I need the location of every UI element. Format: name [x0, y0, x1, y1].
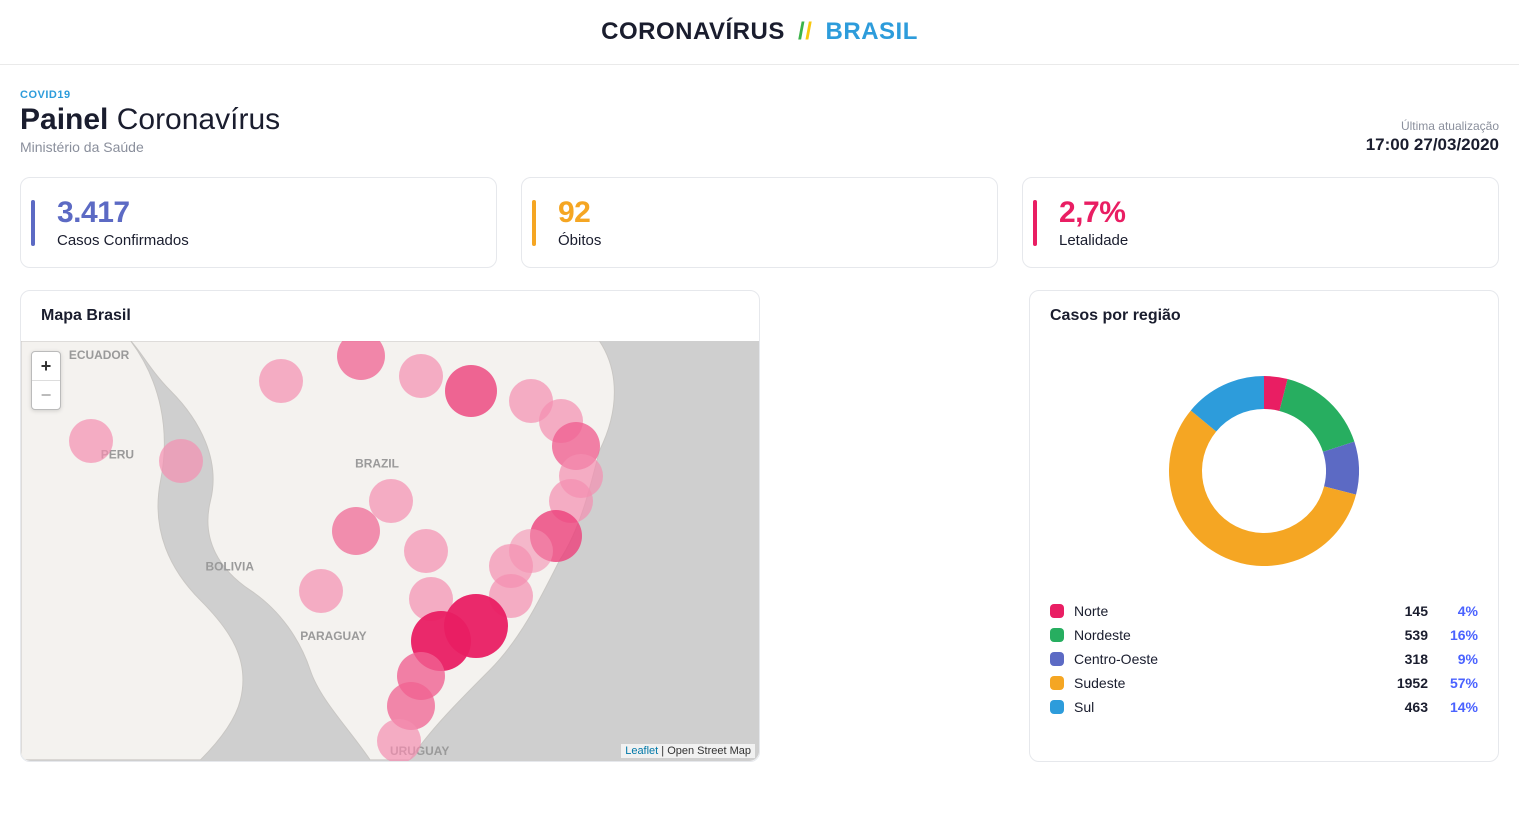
attribution-link[interactable]: Leaflet [625, 745, 658, 757]
map-marker[interactable] [445, 365, 497, 417]
legend-swatch [1050, 652, 1064, 666]
legend-name: Centro-Oeste [1074, 651, 1368, 667]
legend-name: Norte [1074, 603, 1368, 619]
card-label: Casos Confirmados [57, 232, 474, 249]
main-container: COVID19 Painel Coronavírus Ministério da… [0, 65, 1519, 786]
map-marker[interactable] [69, 419, 113, 463]
logo: CORONAVÍRUS // BRASIL [0, 18, 1519, 46]
region-title: Casos por região [1030, 291, 1498, 341]
legend-swatch [1050, 700, 1064, 714]
legend-name: Sudeste [1074, 675, 1368, 691]
region-legend: Norte1454%Nordeste53916%Centro-Oeste3189… [1050, 599, 1478, 719]
stat-card: 3.417 Casos Confirmados [20, 177, 497, 268]
stat-card: 2,7% Letalidade [1022, 177, 1499, 268]
zoom-in-button[interactable]: + [32, 352, 60, 380]
logo-word2: BRASIL [826, 18, 918, 45]
page-header: COVID19 Painel Coronavírus Ministério da… [20, 89, 1499, 155]
page-title-light: Coronavírus [117, 103, 280, 136]
legend-percent: 16% [1428, 627, 1478, 643]
last-updated-label: Última atualização [1366, 119, 1499, 133]
region-panel: Casos por região Norte1454%Nordeste53916… [1029, 290, 1499, 762]
last-updated-value: 17:00 27/03/2020 [1366, 135, 1499, 155]
map-zoom-control: + − [31, 351, 61, 410]
stat-card: 92 Óbitos [521, 177, 998, 268]
legend-row: Centro-Oeste3189% [1050, 647, 1478, 671]
zoom-out-button[interactable]: − [32, 381, 60, 409]
legend-count: 145 [1368, 603, 1428, 619]
legend-row: Sudeste195257% [1050, 671, 1478, 695]
legend-count: 1952 [1368, 675, 1428, 691]
legend-name: Nordeste [1074, 627, 1368, 643]
card-label: Letalidade [1059, 232, 1476, 249]
legend-row: Norte1454% [1050, 599, 1478, 623]
map-marker[interactable] [159, 439, 203, 483]
page-title: Painel Coronavírus [20, 103, 280, 137]
slash-icon: / [805, 18, 812, 45]
spacer [784, 290, 1005, 762]
legend-percent: 9% [1428, 651, 1478, 667]
map-marker[interactable] [299, 569, 343, 613]
legend-count: 463 [1368, 699, 1428, 715]
legend-name: Sul [1074, 699, 1368, 715]
map-marker[interactable] [509, 529, 553, 573]
card-value: 2,7% [1059, 196, 1476, 230]
map-country-label: BOLIVIA [205, 559, 254, 573]
map-country-label: BRAZIL [355, 457, 399, 471]
page-subtitle: Ministério da Saúde [20, 139, 280, 155]
last-updated: Última atualização 17:00 27/03/2020 [1366, 119, 1499, 155]
attribution-text: Open Street Map [667, 745, 751, 757]
card-label: Óbitos [558, 232, 975, 249]
card-value: 92 [558, 196, 975, 230]
donut-chart [1050, 351, 1478, 599]
map-panel: Mapa Brasil ECUADORPERUBRAZILBOLIVIAPARA… [20, 290, 760, 762]
map-marker[interactable] [399, 354, 443, 398]
map-body[interactable]: ECUADORPERUBRAZILBOLIVIAPARAGUAYURUGUAY … [21, 341, 759, 761]
legend-percent: 4% [1428, 603, 1478, 619]
map-title: Mapa Brasil [21, 291, 759, 341]
donut-slice[interactable] [1279, 379, 1354, 452]
card-accent [1033, 200, 1037, 246]
legend-count: 539 [1368, 627, 1428, 643]
map-attribution: Leaflet | Open Street Map [621, 744, 755, 758]
page-title-block: COVID19 Painel Coronavírus Ministério da… [20, 89, 280, 155]
legend-swatch [1050, 604, 1064, 618]
stats-cards: 3.417 Casos Confirmados 92 Óbitos 2,7% Letali… [20, 177, 1499, 268]
legend-swatch [1050, 628, 1064, 642]
page-badge: COVID19 [20, 89, 280, 101]
legend-percent: 57% [1428, 675, 1478, 691]
legend-swatch [1050, 676, 1064, 690]
card-accent [31, 200, 35, 246]
region-body: Norte1454%Nordeste53916%Centro-Oeste3189… [1030, 341, 1498, 737]
attribution-sep: | [658, 745, 667, 757]
page-title-bold: Painel [20, 103, 108, 136]
map-marker[interactable] [259, 359, 303, 403]
map-country-label: ECUADOR [69, 348, 130, 362]
map-marker[interactable] [377, 719, 421, 761]
card-accent [532, 200, 536, 246]
site-header: CORONAVÍRUS // BRASIL [0, 0, 1519, 65]
legend-count: 318 [1368, 651, 1428, 667]
card-value: 3.417 [57, 196, 474, 230]
map-country-label: PARAGUAY [300, 629, 366, 643]
logo-slashes: // [798, 18, 812, 46]
legend-percent: 14% [1428, 699, 1478, 715]
map-marker[interactable] [404, 529, 448, 573]
content-row: Mapa Brasil ECUADORPERUBRAZILBOLIVIAPARA… [20, 290, 1499, 762]
legend-row: Nordeste53916% [1050, 623, 1478, 647]
legend-row: Sul46314% [1050, 695, 1478, 719]
logo-word1: CORONAVÍRUS [601, 18, 785, 45]
map-marker[interactable] [332, 507, 380, 555]
